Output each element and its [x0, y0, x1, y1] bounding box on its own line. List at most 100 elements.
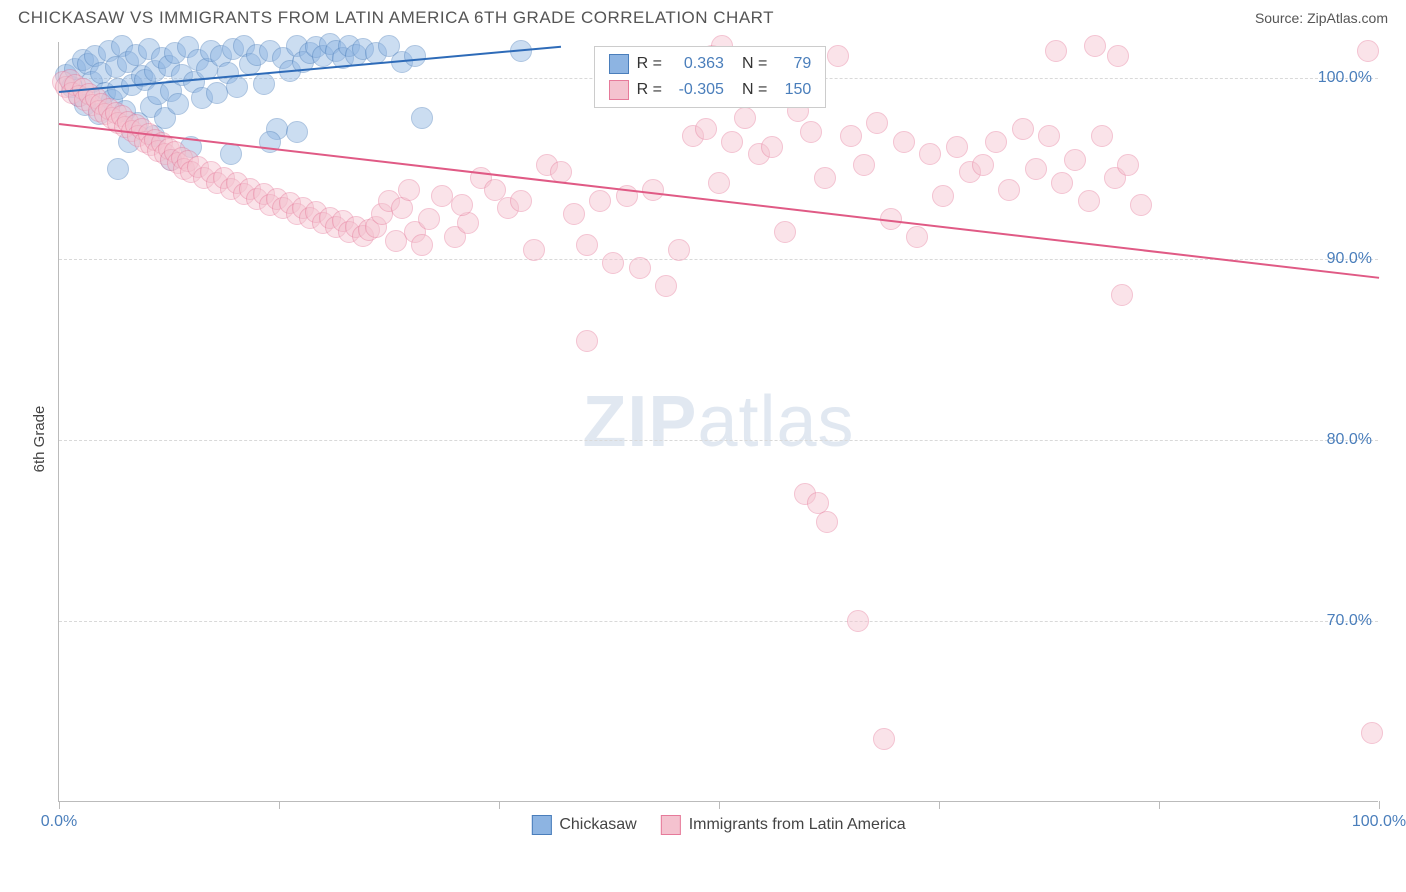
data-point [1091, 125, 1113, 147]
gridline [59, 259, 1378, 260]
n-label: N = [742, 55, 767, 73]
gridline [59, 621, 1378, 622]
data-point [576, 234, 598, 256]
data-point [761, 136, 783, 158]
data-point [1051, 172, 1073, 194]
data-point [1084, 35, 1106, 57]
legend-item: Immigrants from Latin America [661, 815, 906, 835]
data-point [985, 131, 1007, 153]
data-point [1107, 45, 1129, 67]
data-point [919, 143, 941, 165]
x-tick [939, 801, 940, 809]
data-point [589, 190, 611, 212]
y-tick-label: 70.0% [1327, 612, 1372, 630]
data-point [523, 239, 545, 261]
legend-label: Chickasaw [559, 816, 636, 834]
data-point [253, 73, 275, 95]
data-point [774, 221, 796, 243]
data-point [1038, 125, 1060, 147]
data-point [629, 257, 651, 279]
data-point [816, 511, 838, 533]
data-point [602, 252, 624, 274]
legend-swatch [661, 815, 681, 835]
r-value: 0.363 [670, 55, 724, 73]
x-tick [1159, 801, 1160, 809]
legend-swatch [609, 80, 629, 100]
data-point [1078, 190, 1100, 212]
data-point [220, 143, 242, 165]
r-label: R = [637, 55, 662, 73]
stats-legend: R = 0.363 N = 79 R = -0.305 N = 150 [594, 46, 827, 108]
data-point [873, 728, 895, 750]
data-point [668, 239, 690, 261]
data-point [385, 230, 407, 252]
data-point [431, 185, 453, 207]
data-point [972, 154, 994, 176]
chart-area: 6th Grade ZIPatlas 70.0% 80.0% 90.0% 100.0%… [0, 34, 1406, 844]
chart-header: CHICKASAW VS IMMIGRANTS FROM LATIN AMERI… [0, 0, 1406, 34]
y-tick-label: 80.0% [1327, 431, 1372, 449]
data-point [853, 154, 875, 176]
data-point [1357, 40, 1379, 62]
data-point [411, 234, 433, 256]
data-point [906, 226, 928, 248]
data-point [708, 172, 730, 194]
x-tick [719, 801, 720, 809]
x-tick [279, 801, 280, 809]
data-point [800, 121, 822, 143]
data-point [563, 203, 585, 225]
data-point [1117, 154, 1139, 176]
data-point [1361, 722, 1383, 744]
data-point [932, 185, 954, 207]
data-point [655, 275, 677, 297]
data-point [721, 131, 743, 153]
y-tick-label: 90.0% [1327, 250, 1372, 268]
data-point [998, 179, 1020, 201]
n-value: 150 [775, 81, 811, 99]
data-point [695, 118, 717, 140]
chart-title: CHICKASAW VS IMMIGRANTS FROM LATIN AMERI… [18, 8, 774, 28]
gridline [59, 440, 1378, 441]
r-value: -0.305 [670, 81, 724, 99]
watermark: ZIPatlas [582, 381, 854, 463]
data-point [411, 107, 433, 129]
data-point [510, 190, 532, 212]
series-legend: Chickasaw Immigrants from Latin America [531, 815, 905, 835]
source-label: Source: ZipAtlas.com [1255, 10, 1388, 26]
legend-swatch [531, 815, 551, 835]
data-point [1130, 194, 1152, 216]
n-value: 79 [775, 55, 811, 73]
data-point [814, 167, 836, 189]
data-point [286, 121, 308, 143]
n-label: N = [742, 81, 767, 99]
data-point [827, 45, 849, 67]
legend-label: Immigrants from Latin America [689, 816, 906, 834]
x-tick [1379, 801, 1380, 809]
legend-swatch [609, 54, 629, 74]
data-point [847, 610, 869, 632]
x-tick [499, 801, 500, 809]
data-point [1012, 118, 1034, 140]
stats-legend-row: R = -0.305 N = 150 [609, 77, 812, 103]
data-point [893, 131, 915, 153]
data-point [1111, 284, 1133, 306]
x-tick-label: 100.0% [1352, 813, 1406, 831]
data-point [866, 112, 888, 134]
data-point [167, 93, 189, 115]
legend-item: Chickasaw [531, 815, 636, 835]
x-tick-label: 0.0% [41, 813, 77, 831]
data-point [451, 194, 473, 216]
data-point [226, 76, 248, 98]
data-point [398, 179, 420, 201]
stats-legend-row: R = 0.363 N = 79 [609, 51, 812, 77]
data-point [576, 330, 598, 352]
y-tick-label: 100.0% [1318, 69, 1372, 87]
data-point [404, 45, 426, 67]
y-axis-label: 6th Grade [31, 406, 48, 473]
r-label: R = [637, 81, 662, 99]
plot-area: ZIPatlas 70.0%80.0%90.0%100.0%0.0%100.0%… [58, 42, 1378, 802]
data-point [1025, 158, 1047, 180]
data-point [840, 125, 862, 147]
data-point [418, 208, 440, 230]
data-point [107, 158, 129, 180]
